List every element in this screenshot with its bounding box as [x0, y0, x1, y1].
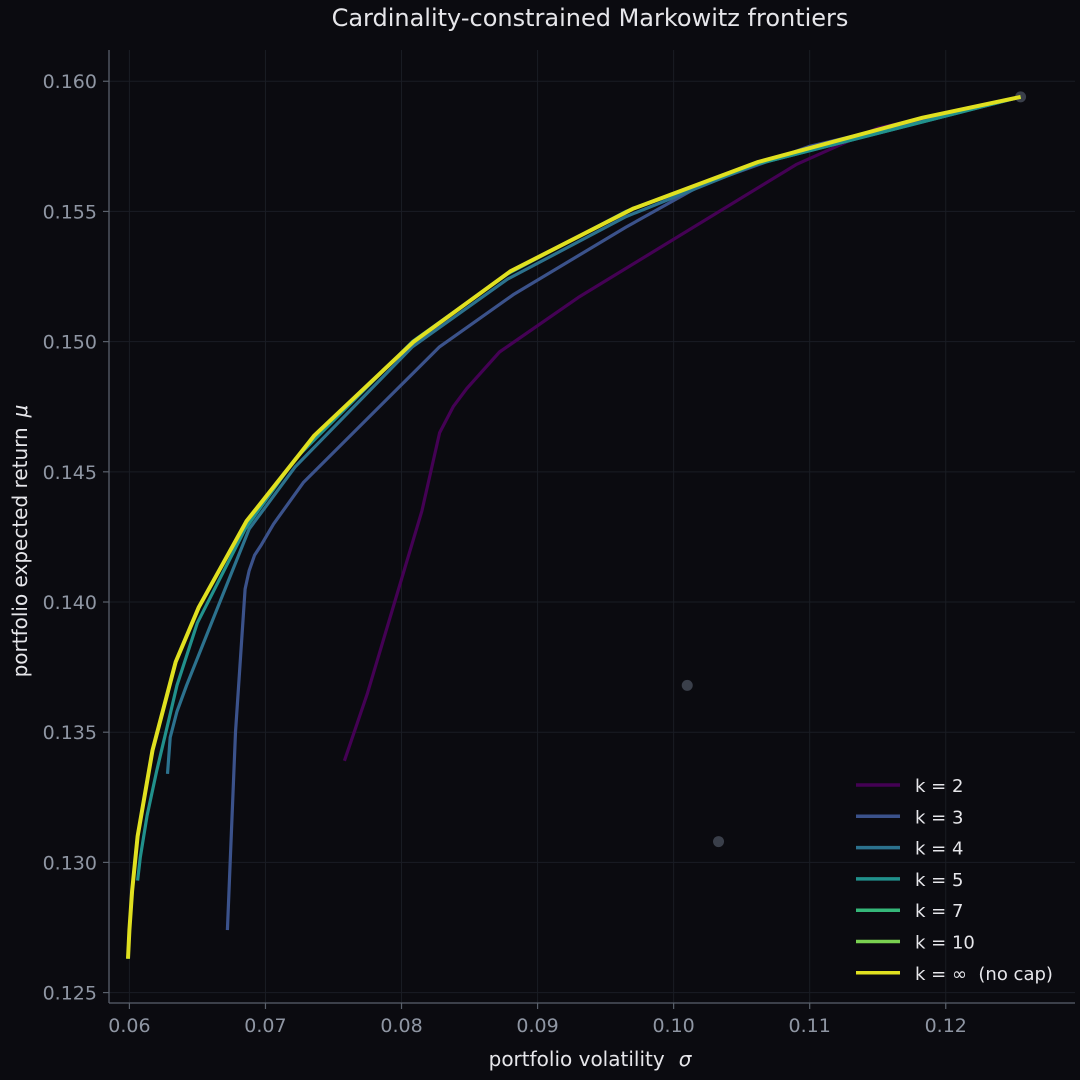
x-tick-label: 0.07	[244, 1015, 286, 1037]
x-tick-label: 0.06	[108, 1015, 150, 1037]
y-axis-label-text: portfolio expected return	[8, 427, 32, 677]
frontier-series	[126, 94, 1022, 959]
legend-label: k = 2	[915, 776, 963, 797]
legend-label: k = 5	[915, 870, 963, 891]
legend-label: k = 4	[915, 839, 963, 860]
y-tick-label: 0.155	[43, 201, 97, 223]
y-axis-label: portfolio expected return μ	[8, 405, 32, 678]
y-tick-label: 0.130	[43, 852, 97, 874]
asset-point	[713, 836, 725, 848]
series-line-k-inf-no-cap	[126, 94, 1022, 959]
x-tick-label: 0.11	[789, 1015, 831, 1037]
legend-label: k = 3	[915, 807, 963, 828]
asset-point	[681, 679, 693, 691]
chart-title: Cardinality-constrained Markowitz fronti…	[332, 4, 849, 32]
y-axis-label-symbol: μ	[8, 405, 32, 419]
legend-label: k = ∞ (no cap)	[915, 964, 1053, 985]
grid-lines	[109, 50, 1075, 1003]
x-tick-label: 0.12	[925, 1015, 967, 1037]
y-tick-label: 0.125	[43, 983, 97, 1005]
series-line-k-10	[126, 95, 1021, 959]
legend: k = 2 k = 3 k = 4 k = 5 k = 7 k = 10 k = ∞ (no…	[856, 776, 1053, 985]
x-tick-label: 0.09	[516, 1015, 558, 1037]
x-axis-label-text: portfolio volatility	[489, 1047, 665, 1071]
legend-label: k = 10	[915, 933, 975, 954]
series-line-k-2	[342, 95, 1021, 762]
y-tick-label: 0.140	[43, 592, 97, 614]
axes-spines	[108, 50, 1075, 1004]
series-line-k-3	[225, 95, 1021, 931]
y-axis-ticks: 0.125 0.130 0.135 0.140 0.145 0.150 0.155 0.160	[43, 71, 109, 1005]
y-tick-label: 0.160	[43, 71, 97, 93]
series-line-k-4	[165, 95, 1021, 775]
y-tick-label: 0.150	[43, 332, 97, 354]
x-tick-label: 0.10	[652, 1015, 694, 1037]
x-axis-ticks: 0.06 0.07 0.08 0.09 0.10 0.11 0.12	[108, 1003, 967, 1037]
y-tick-label: 0.145	[43, 462, 97, 484]
y-tick-label: 0.135	[43, 722, 97, 744]
legend-label: k = 7	[915, 901, 963, 922]
x-tick-label: 0.08	[380, 1015, 422, 1037]
x-axis-label-symbol: σ	[679, 1047, 693, 1071]
series-line-k-7	[126, 95, 1021, 959]
x-axis-label: portfolio volatility σ	[489, 1047, 693, 1071]
